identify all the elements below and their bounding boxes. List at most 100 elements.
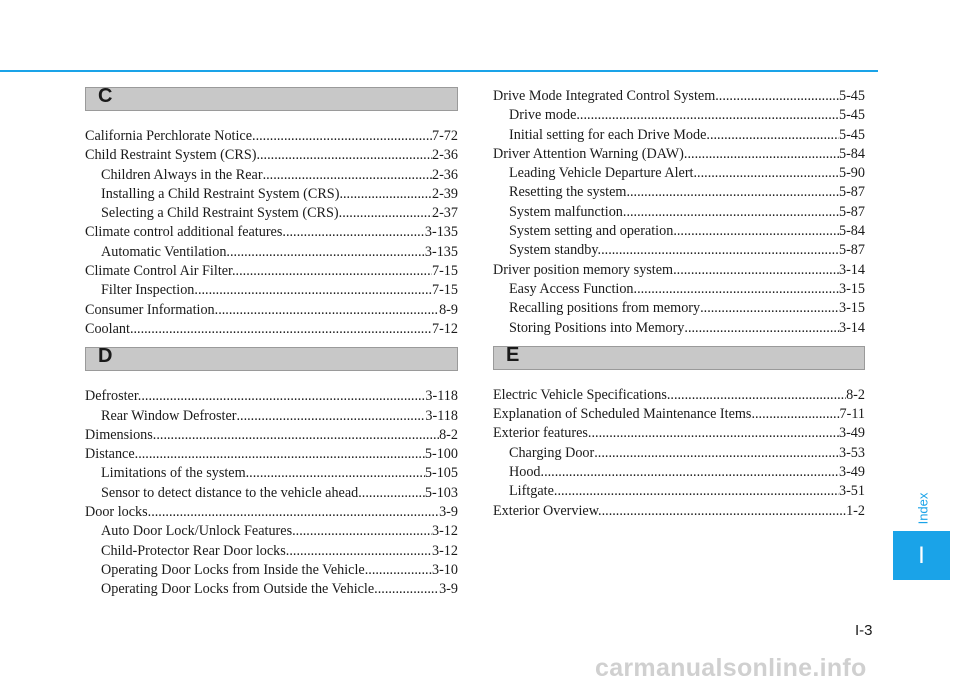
entry-page: 3-12 [431,542,458,559]
entry-page: 3-49 [838,425,865,442]
entry-label: Resetting the system [509,184,627,201]
index-subentry[interactable]: Installing a Child Restraint System (CRS… [85,185,458,204]
index-subentry[interactable]: Sensor to detect distance to the vehicle… [85,484,458,503]
index-subentry[interactable]: Drive mode 5-45 [493,106,865,125]
entry-label: Exterior Overview. [493,502,602,519]
index-entry[interactable]: Driver Attention Warning (DAW) 5-84 [493,145,865,164]
entry-label: Installing a Child Restraint System (CRS… [101,185,340,202]
index-subentry[interactable]: Operating Door Locks from Outside the Ve… [85,580,458,599]
entry-label: Dimensions [85,426,153,443]
index-subentry[interactable]: Liftgate 3-51 [493,482,865,501]
entry-label: Liftgate [509,483,554,500]
index-entry[interactable]: Consumer Information 8-9 [85,301,458,320]
entry-page: 7-12 [431,320,458,337]
index-entry[interactable]: Driver position memory system 3-14 [493,261,865,280]
entry-page: 3-14 [838,319,865,336]
index-subentry[interactable]: Automatic Ventilation. 3-135 [85,243,458,262]
index-entry[interactable]: Child Restraint System (CRS) 2-36 [85,146,458,165]
index-subentry[interactable]: Storing Positions into Memory 3-14 [493,319,865,338]
entry-label: Consumer Information [85,301,215,318]
index-subentry[interactable]: System malfunction 5-87 [493,203,865,222]
entry-label: Limitations of the system [101,465,246,482]
index-entry[interactable]: Drive Mode Integrated Control System 5-45 [493,87,865,106]
entry-label: System setting and operation [509,223,674,240]
entry-label: Easy Access Function. [509,280,638,297]
entry-page: 5-45 [838,88,865,104]
index-subentry[interactable]: Hood 3-49 [493,463,865,482]
entry-label: Filter Inspection. [101,282,198,299]
entry-label: Charging Door [509,444,595,461]
index-subentry[interactable]: Children Always in the Rear 2-36 [85,166,458,185]
entry-label: Electric Vehicle Specifications [493,386,667,403]
entry-page: 3-14 [838,261,865,278]
index-tab-label[interactable]: Index [903,478,943,538]
section-letter-c: C [98,85,113,107]
entry-page: 7-15 [431,282,458,299]
index-entry[interactable]: Exterior features. 3-49 [493,424,865,443]
index-subentry[interactable]: Easy Access Function. 3-15 [493,280,865,299]
index-entry[interactable]: Explanation of Scheduled Maintenance Ite… [493,405,865,424]
index-subentry[interactable]: Charging Door 3-53 [493,444,865,463]
entry-label: Recalling positions from memory [509,300,701,317]
index-subentry[interactable]: Resetting the system 5-87 [493,183,865,202]
entry-page: 5-100 [424,446,458,463]
index-subentry[interactable]: Auto Door Lock/Unlock Features 3-12 [85,522,458,541]
entry-label: Driver Attention Warning (DAW) [493,145,684,162]
section-header-d: D [85,345,458,372]
index-entry[interactable]: Distance. 5-100 [85,445,458,464]
index-entry[interactable]: Defroster. 3-118 [85,387,458,406]
index-entry[interactable]: California Perchlorate Notice 7-72 [85,127,458,146]
index-subentry[interactable]: Filter Inspection. 7-15 [85,281,458,300]
index-subentry[interactable]: Selecting a Child Restraint System (CRS)… [85,204,458,223]
entry-page: 5-84 [838,145,865,162]
index-subentry[interactable]: Child-Protector Rear Door locks. 3-12 [85,542,458,561]
entry-label: Distance. [85,446,139,463]
entry-label: Operating Door Locks from Inside the Veh… [101,561,365,578]
index-column-right: Drive Mode Integrated Control System 5-45… [493,87,865,521]
page-number: I-3 [855,622,873,639]
entry-page: 2-36 [431,147,458,164]
entry-label: Selecting a Child Restraint System (CRS)… [101,205,343,222]
entry-page: 3-15 [838,280,865,297]
entry-page: 2-37 [431,205,458,222]
index-entry[interactable]: Electric Vehicle Specifications 8-2 [493,386,865,405]
index-subentry[interactable]: Initial setting for each Drive Mode 5-45 [493,126,865,145]
section-letter-e: E [506,343,520,366]
entry-label: Exterior features. [493,425,592,442]
entry-page: 3-51 [838,483,865,500]
index-subentry[interactable]: Leading Vehicle Departure Alert 5-90 [493,164,865,183]
index-subentry[interactable]: Limitations of the system 5-105 [85,464,458,483]
entry-label: Hood [509,464,541,481]
entry-label: Explanation of Scheduled Maintenance Ite… [493,406,752,423]
entry-label: California Perchlorate Notice [85,128,253,144]
entry-label: Climate control additional features. [85,224,286,241]
entry-page: 7-11 [839,406,865,423]
entry-label: Drive mode [509,107,577,124]
entry-label: Leading Vehicle Departure Alert [509,165,694,182]
index-subentry[interactable]: System standby. 5-87 [493,241,865,260]
index-entry[interactable]: Dimensions 8-2 [85,426,458,445]
index-entry[interactable]: Coolant 7-12 [85,320,458,339]
entry-page: 7-72 [431,128,458,144]
entry-label: Coolant [85,320,130,337]
index-entry[interactable]: Climate Control Air Filter. 7-15 [85,262,458,281]
index-entry[interactable]: Exterior Overview. 1-2 [493,502,865,521]
entry-page: 8-9 [439,301,458,318]
entry-page: 3-12 [431,523,458,540]
index-subentry[interactable]: Recalling positions from memory 3-15 [493,299,865,318]
index-entry[interactable]: Door locks 3-9 [85,503,458,522]
entry-label: Climate Control Air Filter. [85,263,236,280]
entry-page: 2-36 [431,166,458,183]
entry-label: Driver position memory system [493,261,674,278]
entry-label: Operating Door Locks from Outside the Ve… [101,581,375,598]
entry-label: Rear Window Defroster [101,407,237,424]
entry-page: 8-2 [439,426,458,443]
index-entry[interactable]: Climate control additional features. 3-13… [85,223,458,242]
entry-page: 3-10 [431,561,458,578]
index-subentry[interactable]: System setting and operation 5-84 [493,222,865,241]
index-subentry[interactable]: Operating Door Locks from Inside the Veh… [85,561,458,580]
index-tab-box[interactable]: I [893,531,950,580]
entry-label: System standby. [509,242,602,259]
index-subentry[interactable]: Rear Window Defroster 3-118 [85,407,458,426]
entry-page: 3-118 [425,388,458,405]
